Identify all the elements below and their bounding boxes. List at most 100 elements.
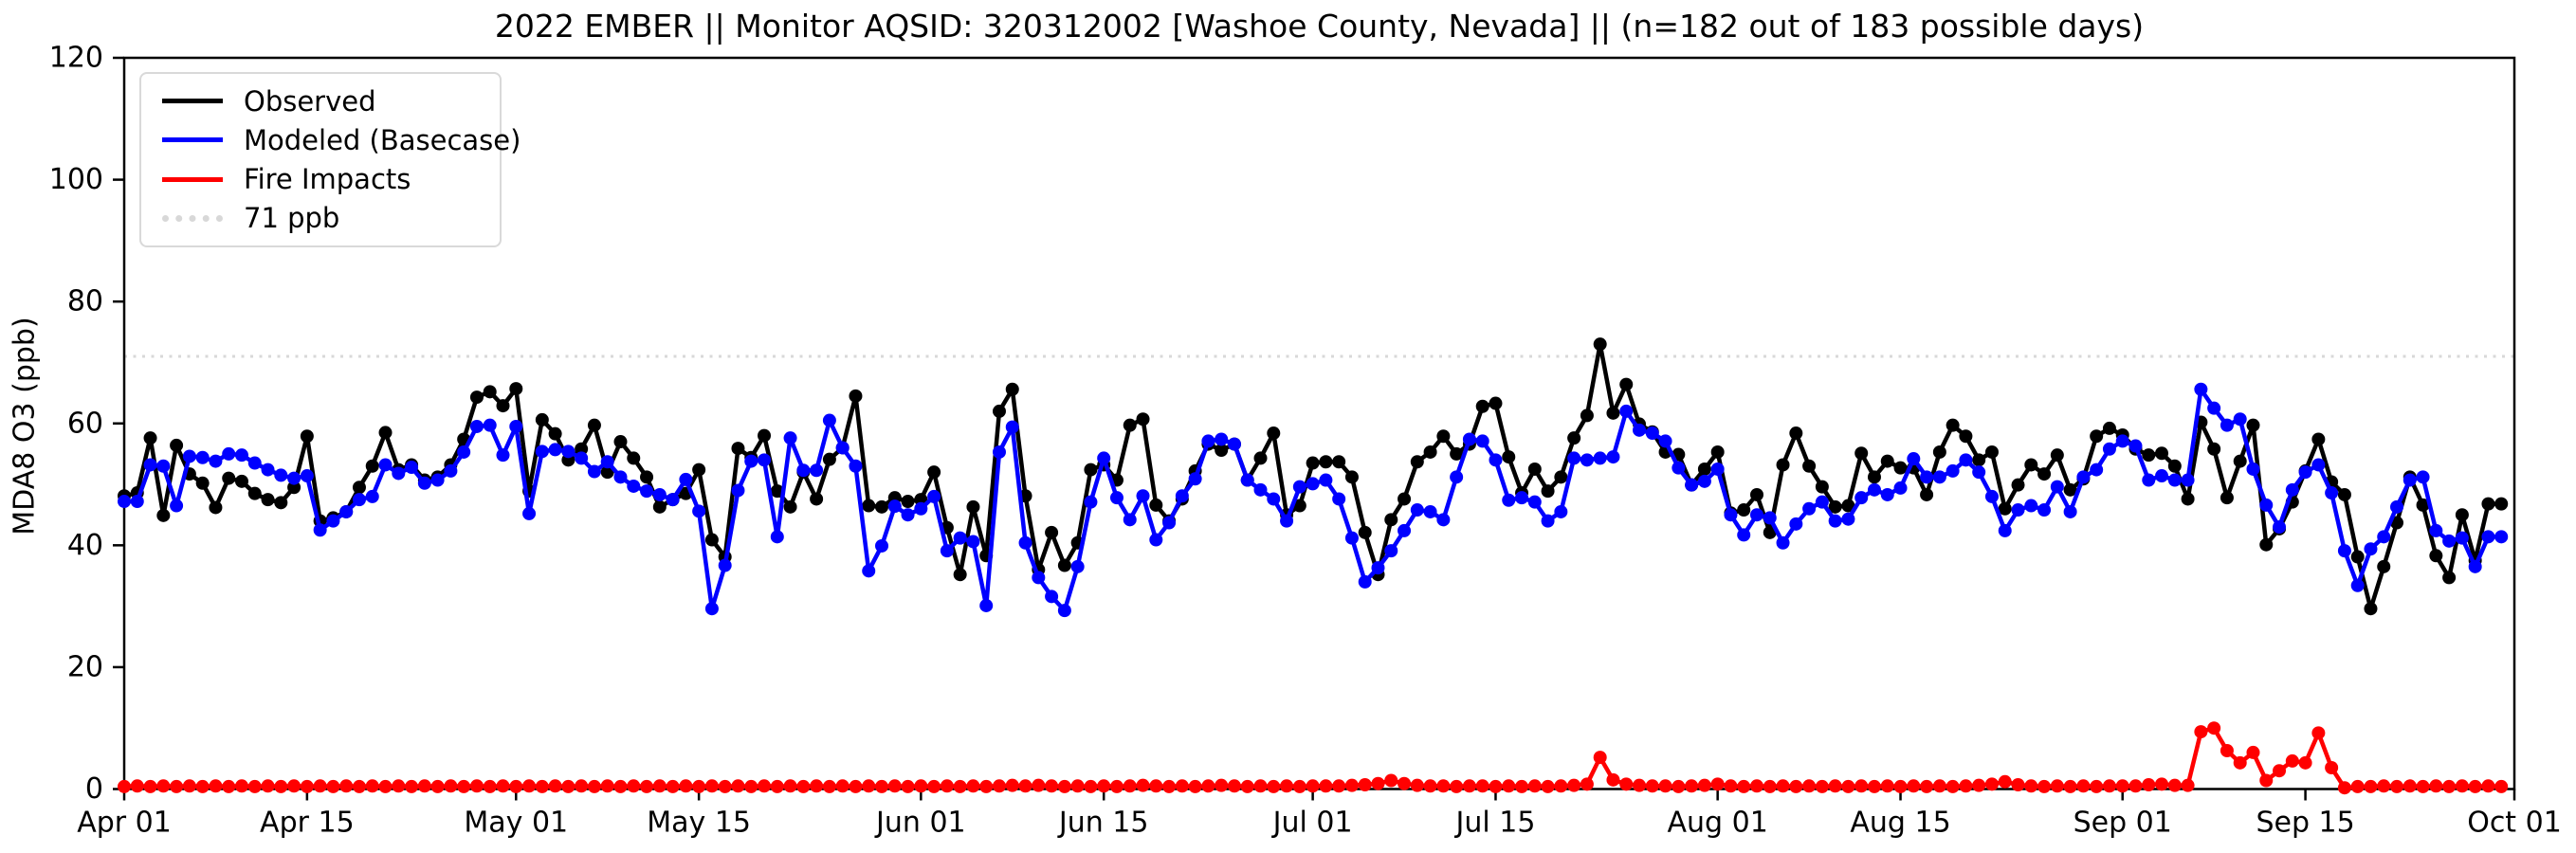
modeled-basecase-marker [2037,503,2052,517]
observed-marker [2350,550,2365,564]
fire-impacts-marker [1527,779,1542,793]
modeled-basecase-marker [652,487,667,501]
fire-impacts-marker [1215,778,1229,792]
observed-marker [156,508,171,522]
modeled-basecase-marker [1972,465,1986,480]
fire-impacts-marker [1227,779,1241,793]
observed-marker [627,451,641,465]
fire-impacts-marker [1802,779,1817,793]
fire-impacts-marker [1984,777,1999,791]
modeled-basecase-marker [1084,495,1098,509]
modeled-basecase-marker [1567,451,1581,465]
fire-impacts-marker [862,779,876,793]
fire-impacts-marker [875,779,889,793]
fire-impacts-marker [2128,779,2143,793]
fire-impacts-marker [2468,779,2482,793]
observed-marker [2481,497,2495,511]
modeled-basecase-marker [1697,474,1711,488]
fire-impacts-marker [2220,743,2234,757]
fire-impacts-marker [1358,777,1372,791]
modeled-basecase-marker [1580,453,1594,467]
legend-item-fire-impacts: Fire Impacts [141,160,500,199]
modeled-basecase-marker [561,445,575,459]
fire-impacts-marker [1462,779,1476,793]
fire-impacts-marker [1240,779,1254,793]
observed-marker [1763,525,1777,539]
observed-marker [2207,442,2221,456]
fire-impacts-marker [1436,779,1451,793]
modeled-basecase-marker [417,476,431,490]
fire-impacts-marker [640,779,654,793]
observed-marker [1567,431,1581,445]
modeled-basecase-marker [1292,480,1306,494]
fire-impacts-marker [1645,779,1659,793]
modeled-basecase-marker [1672,461,1686,475]
observed-marker [1136,412,1150,426]
fire-impacts-marker [613,779,628,793]
observed-marker [2429,549,2443,563]
observed-marker [1057,558,1071,572]
fire-impacts-marker [822,779,836,793]
modeled-basecase-marker [901,508,915,522]
fire-impacts-marker [1450,779,1464,793]
fire-impacts-marker [483,779,497,793]
modeled-basecase-marker [1737,528,1751,542]
fire-impacts-marker [430,779,445,793]
modeled-basecase-marker [1005,420,1019,434]
observed-marker [2442,571,2457,585]
modeled-basecase-marker [1541,514,1555,528]
fire-impacts-marker [1410,778,1424,792]
observed-marker [1292,499,1306,513]
fire-impacts-marker [1005,778,1019,792]
observed-marker [2155,446,2169,461]
modeled-basecase-marker [783,431,797,445]
observed-marker [496,399,510,413]
observed-marker [352,481,366,495]
x-tick-label: Jun 15 [1057,807,1149,840]
modeled-basecase-marker [1880,487,1894,501]
modeled-basecase-marker [1527,495,1542,509]
fire-impacts-marker [378,779,393,793]
observed-marker [810,492,824,506]
observed-marker [1384,513,1398,527]
fire-impacts-marker [1057,779,1071,793]
observed-marker [1920,487,1934,501]
fire-impacts-marker [496,779,510,793]
observed-marker [2337,487,2351,501]
fire-impacts-marker [1489,779,1503,793]
fire-impacts-marker [2298,755,2312,770]
fire-impacts-marker [2050,779,2064,793]
fire-impacts-marker [2259,773,2274,788]
modeled-basecase-marker [1515,491,1529,505]
observed-marker [1697,462,1711,476]
observed-marker [1149,498,1163,512]
observed-marker [1776,458,1790,472]
fire-impacts-marker [1123,779,1137,793]
observed-marker [1867,470,1881,484]
modeled-basecase-marker [927,489,941,503]
fire-impacts-marker [261,779,275,793]
observed-marker [2102,421,2116,435]
modeled-basecase-marker [496,448,510,463]
modeled-basecase-marker [718,558,732,572]
fire-impacts-marker [1567,778,1581,792]
x-tick-label: Oct 01 [2467,807,2562,840]
observed-marker [1423,445,1437,459]
x-tick-label: May 01 [464,807,568,840]
modeled-basecase-marker [744,454,758,468]
observed-marker [1358,525,1372,539]
modeled-basecase-marker [1828,514,1842,528]
modeled-basecase-marker [704,602,719,616]
threshold-line-sample [162,214,223,222]
observed-marker [862,499,876,513]
observed-marker [849,389,863,403]
fire-impacts-marker [2325,760,2339,774]
fire-impacts-marker [2181,778,2195,792]
observed-marker [287,481,301,495]
modeled-basecase-marker [1685,478,1699,492]
observed-marker [509,382,523,396]
fire-impacts-marker [561,779,575,793]
observed-line-sample [162,99,223,104]
modeled-basecase-marker [1475,434,1489,448]
modeled-basecase-marker [1240,473,1254,487]
